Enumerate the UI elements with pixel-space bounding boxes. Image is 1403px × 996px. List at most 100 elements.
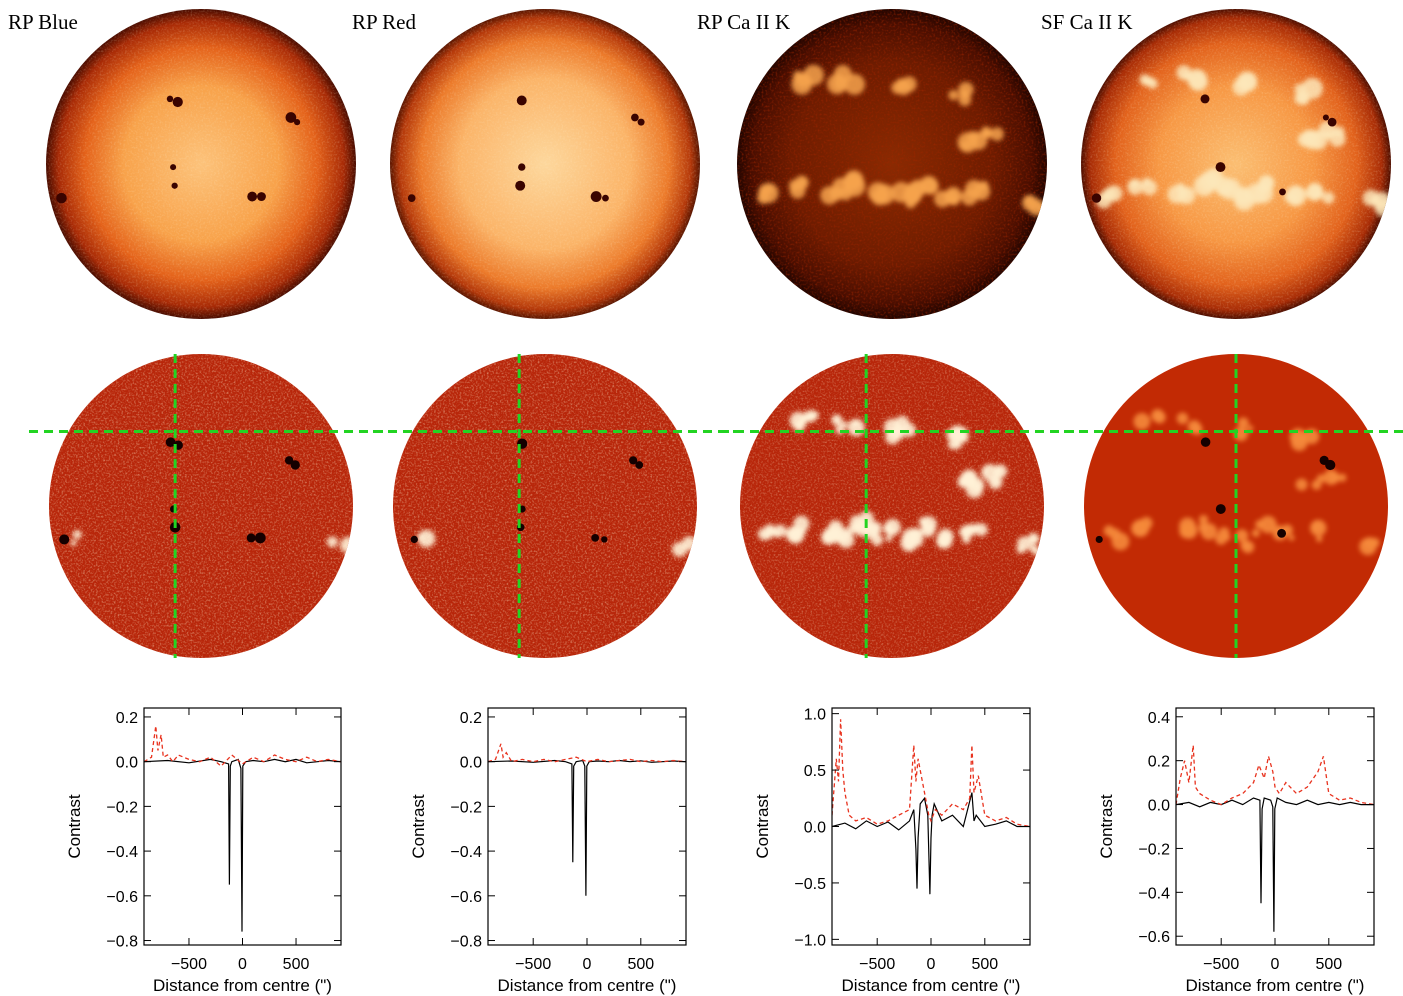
sunspot (294, 119, 301, 126)
y-tick-label: −0.4 (106, 844, 138, 861)
x-tick-label: 500 (627, 956, 654, 973)
sunspot (515, 180, 526, 191)
y-tick-label: −0.4 (1138, 885, 1170, 902)
y-tick-label: 0.0 (116, 755, 138, 772)
x-tick-label: −500 (859, 956, 895, 973)
bright-patch (1259, 515, 1277, 534)
x-tick-label: 0 (927, 956, 936, 973)
y-axis-label: Contrast (753, 794, 772, 859)
bright-features (757, 410, 1041, 556)
bright-patch (833, 417, 841, 425)
plage-patch (1186, 68, 1207, 89)
dark-feature (635, 461, 644, 469)
y-tick-label: −1.0 (794, 932, 826, 949)
bright-patch (1215, 533, 1227, 545)
sunspot (637, 118, 645, 126)
plage-patch (943, 189, 959, 205)
bright-patch (1359, 537, 1377, 556)
profile-vertical-series (832, 792, 1030, 895)
dark-feature (410, 535, 418, 544)
profile-plot-sf-caiik: −500 0 500 0.4 0.2 0.0 −0.2 −0.4 −0.6 Distance fr… (1097, 707, 1375, 995)
contrast-map-rp-red (373, 354, 737, 658)
dark-feature (254, 532, 266, 544)
contrast-map-row (29, 354, 1403, 658)
y-tick-label: −0.2 (450, 799, 482, 816)
bright-patch (773, 524, 787, 538)
disk-granulation (390, 9, 700, 319)
x-tick-label: 0 (1271, 956, 1280, 973)
sunspot (171, 182, 178, 189)
bright-patch (940, 533, 950, 542)
y-tick-label: −0.8 (450, 934, 482, 951)
plage-patch (1284, 191, 1295, 203)
bright-patch (1288, 534, 1295, 541)
plage-patch (1236, 71, 1258, 92)
disk-granulation (46, 9, 356, 319)
plage-patch (1257, 182, 1270, 194)
profile-plot-rp-caiik: −500 0 500 1.0 0.5 0.0 −0.5 −1.0 Distance from c… (753, 707, 1031, 995)
plage-patch (904, 182, 924, 202)
plage-patch (1301, 129, 1317, 145)
sunspot (285, 112, 297, 123)
x-axis-label: Distance from centre (") (842, 976, 1021, 995)
bright-patch (811, 411, 819, 419)
bright-patch (326, 536, 338, 548)
y-axis-label: Contrast (409, 794, 428, 859)
solar-disk-rp-red (390, 9, 700, 319)
bright-patch (1237, 417, 1249, 429)
bright-patch (904, 542, 913, 550)
sunspot (1327, 117, 1337, 127)
plage-patch (1181, 71, 1191, 81)
sunspot (631, 113, 639, 122)
plage-patch (1100, 191, 1110, 201)
dark-feature (290, 460, 300, 470)
dark-feature (246, 533, 256, 543)
bright-patch (1198, 514, 1209, 525)
bright-patch (1103, 525, 1115, 537)
profile-plot-rp-red: −500 0 500 0.2 0.0 −0.2 −0.4 −0.6 −0.8 Distance f… (409, 707, 687, 995)
bright-patch (959, 526, 972, 539)
bright-patch (1240, 540, 1251, 551)
bright-patch (849, 514, 864, 529)
bright-patch (822, 528, 838, 544)
dark-feature (591, 534, 600, 542)
sunspot (1279, 188, 1286, 196)
dark-feature (601, 536, 608, 543)
dark-feature (165, 437, 176, 448)
y-tick-label: 1.0 (804, 707, 826, 724)
bright-patch (1315, 535, 1323, 543)
bright-patch (1131, 520, 1147, 537)
panel-label-rp-red: RP Red (352, 10, 416, 34)
y-tick-label: 0.2 (460, 710, 482, 727)
y-tick-label: −0.6 (450, 889, 482, 906)
y-tick-label: 0.5 (804, 763, 826, 780)
x-tick-label: 500 (1315, 956, 1342, 973)
x-axis-label: Distance from centre (") (498, 976, 677, 995)
sunspot (1091, 193, 1102, 203)
bright-patch (992, 478, 1000, 486)
bright-patch (894, 415, 910, 431)
panel-label-rp-blue: RP Blue (8, 10, 78, 34)
contrast-map-rp-caiik (720, 354, 1084, 658)
bright-patch (1153, 411, 1166, 424)
dark-feature (1325, 459, 1336, 471)
bright-patch (1200, 523, 1218, 540)
bright-patch (867, 521, 882, 536)
y-tick-label: 0.2 (1148, 754, 1170, 771)
plage-patch (1129, 178, 1140, 188)
plage-patch (1146, 76, 1155, 86)
bright-patch (1255, 520, 1264, 529)
solar-disk-sf-caiik (1081, 9, 1391, 319)
bright-patch (70, 539, 77, 547)
dark-feature (1095, 535, 1103, 543)
bright-patch (885, 534, 893, 542)
bright-patch (1247, 425, 1254, 432)
panel-label-sf-caiik: SF Ca II K (1041, 10, 1133, 34)
bright-patch (1235, 529, 1249, 543)
dark-feature (1277, 528, 1287, 538)
y-tick-label: −0.5 (794, 876, 826, 893)
plage-patch (1217, 184, 1230, 197)
bright-patch (1029, 544, 1038, 553)
y-tick-label: −0.2 (1138, 841, 1170, 858)
